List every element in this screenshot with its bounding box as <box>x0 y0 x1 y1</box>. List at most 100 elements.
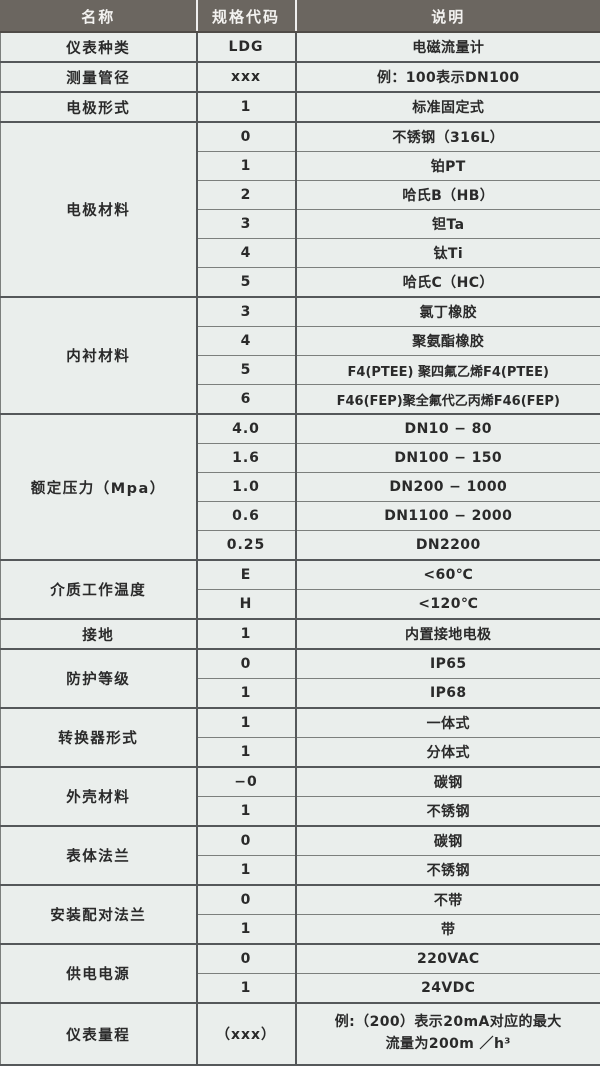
spec-code-cell: 1 <box>197 619 296 649</box>
description-cell: 不锈钢 <box>296 797 600 827</box>
spec-code-cell: 0 <box>197 649 296 679</box>
description-cell: DN10 − 80 <box>296 414 600 444</box>
description-cell: 铂PT <box>296 152 600 181</box>
column-header-description: 说明 <box>296 1 600 33</box>
row-name-cell: 防护等级 <box>1 649 197 708</box>
spec-code-cell: 2 <box>197 181 296 210</box>
row-name-cell: 仪表种类 <box>1 32 197 62</box>
description-cell: DN200 − 1000 <box>296 473 600 502</box>
spec-code-cell: 3 <box>197 297 296 327</box>
spec-code-cell: 1 <box>197 915 296 945</box>
spec-code-cell: 1.6 <box>197 444 296 473</box>
description-cell: 哈氏B（HB） <box>296 181 600 210</box>
header-row: 名称 规格代码 说明 <box>1 1 600 33</box>
description-cell: 带 <box>296 915 600 945</box>
spec-code-cell: 4 <box>197 239 296 268</box>
spec-code-cell: H <box>197 590 296 620</box>
spec-code-cell: E <box>197 560 296 590</box>
spec-code-cell: 1 <box>197 152 296 181</box>
row-name-cell: 表体法兰 <box>1 826 197 885</box>
row-name-cell: 接地 <box>1 619 197 649</box>
description-line: 流量为200m ／h³ <box>297 1034 600 1056</box>
row-name-cell: 内衬材料 <box>1 297 197 414</box>
spec-code-cell: 0.25 <box>197 531 296 561</box>
spec-code-cell: 1.0 <box>197 473 296 502</box>
spec-code-cell: 0 <box>197 122 296 152</box>
table-header: 名称 规格代码 说明 <box>1 1 600 33</box>
row-name-cell: 电极材料 <box>1 122 197 297</box>
row-name-cell: 安装配对法兰 <box>1 885 197 944</box>
spec-code-cell: 0.6 <box>197 502 296 531</box>
row-name-cell: 外壳材料 <box>1 767 197 826</box>
row-name-cell: 转换器形式 <box>1 708 197 767</box>
description-cell: F46(FEP)聚全氟代乙丙烯F46(FEP) <box>296 385 600 415</box>
row-name-cell: 供电电源 <box>1 944 197 1003</box>
spec-code-cell: 1 <box>197 679 296 709</box>
description-cell: 24VDC <box>296 974 600 1004</box>
spec-code-cell: 1 <box>197 738 296 768</box>
column-header-name: 名称 <box>1 1 197 33</box>
description-line: 例:（200）表示20mA对应的最大 <box>297 1012 600 1034</box>
description-cell: <60℃ <box>296 560 600 590</box>
description-cell: 220VAC <box>296 944 600 974</box>
description-cell: 分体式 <box>296 738 600 768</box>
description-cell: 哈氏C（HC） <box>296 268 600 298</box>
row-name-cell: 电极形式 <box>1 92 197 122</box>
description-cell: 一体式 <box>296 708 600 738</box>
description-cell: 聚氨酯橡胶 <box>296 327 600 356</box>
spec-code-cell: 5 <box>197 356 296 385</box>
description-cell: F4(PTEE) 聚四氟乙烯F4(PTEE) <box>296 356 600 385</box>
spec-code-cell: 4 <box>197 327 296 356</box>
description-cell: 内置接地电极 <box>296 619 600 649</box>
spec-code-cell: 1 <box>197 708 296 738</box>
spec-code-cell: −0 <box>197 767 296 797</box>
description-cell: IP65 <box>296 649 600 679</box>
description-cell: 不锈钢 <box>296 856 600 886</box>
table-row: 仪表量程（xxx）例:（200）表示20mA对应的最大流量为200m ／h³ <box>1 1003 600 1065</box>
row-name-cell: 测量管径 <box>1 62 197 92</box>
spec-code-cell: 4.0 <box>197 414 296 444</box>
description-cell: <120℃ <box>296 590 600 620</box>
description-cell: IP68 <box>296 679 600 709</box>
description-cell: 钽Ta <box>296 210 600 239</box>
spec-code-cell: 1 <box>197 974 296 1004</box>
spec-code-cell: （xxx） <box>197 1003 296 1065</box>
row-name-cell: 仪表量程 <box>1 1003 197 1065</box>
description-cell: 例：100表示DN100 <box>296 62 600 92</box>
spec-code-cell: 1 <box>197 797 296 827</box>
column-header-code: 规格代码 <box>197 1 296 33</box>
description-cell: 钛Ti <box>296 239 600 268</box>
description-cell: 例:（200）表示20mA对应的最大流量为200m ／h³ <box>296 1003 600 1065</box>
spec-code-cell: 1 <box>197 92 296 122</box>
spec-code-cell: 0 <box>197 826 296 856</box>
description-cell: DN1100 − 2000 <box>296 502 600 531</box>
spec-code-cell: LDG <box>197 32 296 62</box>
spec-code-cell: xxx <box>197 62 296 92</box>
spec-code-cell: 5 <box>197 268 296 298</box>
description-cell: DN100 − 150 <box>296 444 600 473</box>
description-cell: 电磁流量计 <box>296 32 600 62</box>
description-cell: 碳钢 <box>296 826 600 856</box>
description-cell: 碳钢 <box>296 767 600 797</box>
description-cell: 标准固定式 <box>296 92 600 122</box>
row-name-cell: 介质工作温度 <box>1 560 197 619</box>
spec-code-cell: 1 <box>197 856 296 886</box>
description-cell: 不锈钢（316L） <box>296 122 600 152</box>
spec-code-cell: 3 <box>197 210 296 239</box>
